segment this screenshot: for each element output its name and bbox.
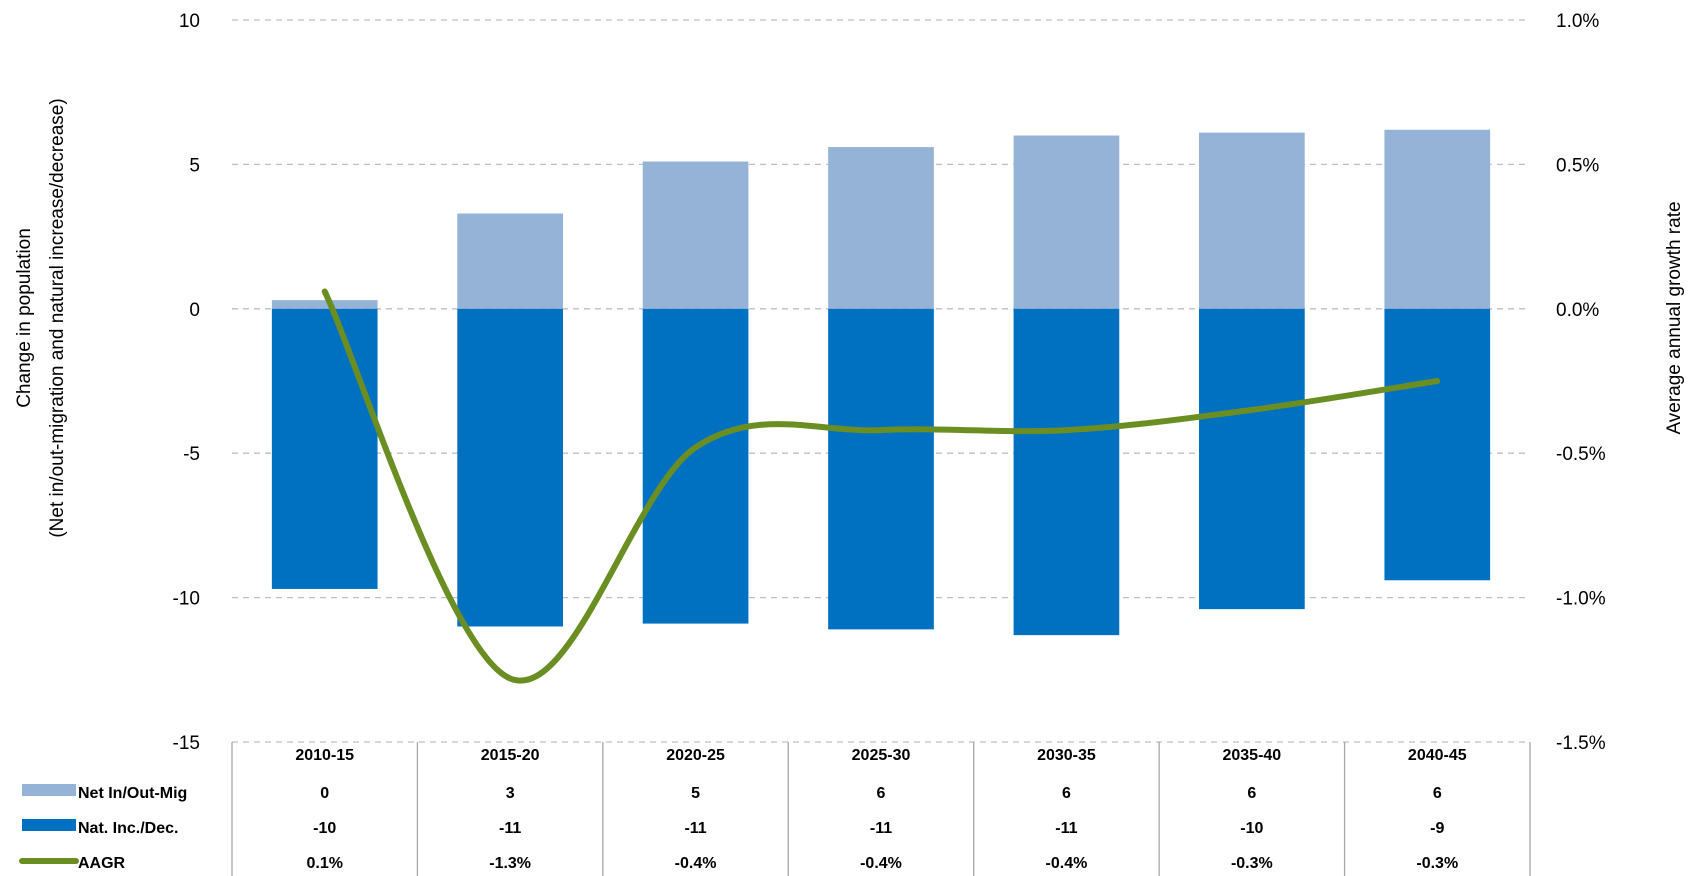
axis-titles: Change in population (Net in/out-migrati… — [14, 98, 1685, 537]
y2-tick-label: 1.0% — [1556, 11, 1599, 32]
y2-tick-label: -1.5% — [1556, 733, 1606, 754]
table-cell: -10 — [1240, 820, 1263, 837]
table-cell: 6 — [1247, 785, 1256, 802]
y2-tick-label: -1.0% — [1556, 589, 1606, 610]
bar-net-in-out-mig — [1199, 132, 1305, 309]
bar-net-in-out-mig — [457, 213, 563, 309]
table-cell: -11 — [499, 820, 521, 837]
legend-label: AAGR — [78, 855, 126, 872]
category-label: 2040-45 — [1408, 747, 1467, 764]
table-cell: -9 — [1430, 820, 1444, 837]
category-label: 2025-30 — [852, 747, 911, 764]
category-label: 2015-20 — [481, 747, 540, 764]
data-table: 2010-15 2015-20 2020-25 2025-30 2030-35 2035-… — [19, 742, 1531, 876]
aagr-line — [321, 288, 1441, 684]
y-tick-label: 0 — [189, 300, 200, 321]
bar-net-in-out-mig — [642, 161, 749, 309]
tick-labels: 10 5 0 -5 -10 -15 1.0% 0.5% 0.0% -0.5% -1.0% -1.5% — [173, 11, 1606, 754]
table-cell: -0.4% — [675, 855, 717, 872]
table-cell: 6 — [877, 785, 886, 802]
aagr-line-layer — [321, 288, 1441, 684]
bar-nat-inc-dec — [1013, 308, 1120, 636]
category-label: 2020-25 — [666, 747, 725, 764]
table-cell: -0.4% — [1046, 855, 1088, 872]
table-cell: 3 — [506, 785, 515, 802]
table-cell: 5 — [691, 785, 700, 802]
y-tick-label: -5 — [183, 444, 200, 465]
table-cell: -10 — [313, 820, 336, 837]
y2-axis-title: Average annual growth rate — [1664, 201, 1685, 434]
y-axis-title-line-1: Change in population — [14, 228, 35, 408]
bar-nat-inc-dec — [1384, 308, 1491, 581]
table-cell: 0 — [320, 785, 329, 802]
table-cell: -0.3% — [1416, 855, 1458, 872]
bar-net-in-out-mig — [271, 300, 378, 309]
legend-label: Net In/Out-Mig — [78, 785, 187, 802]
bar-net-in-out-mig — [1013, 135, 1120, 309]
table-cell: -11 — [1055, 820, 1077, 837]
category-label: 2010-15 — [295, 747, 354, 764]
category-label: 2035-40 — [1222, 747, 1281, 764]
y-tick-label: -10 — [173, 589, 200, 610]
bar-nat-inc-dec — [1199, 308, 1305, 610]
table-cell: -0.4% — [860, 855, 902, 872]
table-cell: 0.1% — [306, 855, 342, 872]
bar-net-in-out-mig — [1384, 129, 1491, 309]
bar-nat-inc-dec — [271, 308, 378, 589]
table-cell: -11 — [870, 820, 892, 837]
legend-key — [22, 784, 76, 796]
y-tick-label: 5 — [189, 155, 200, 176]
bar-net-in-out-mig — [828, 147, 934, 309]
bar-nat-inc-dec — [642, 308, 749, 624]
y2-tick-label: -0.5% — [1556, 444, 1606, 465]
legend-label: Nat. Inc./Dec. — [78, 820, 178, 837]
table-cell: -1.3% — [489, 855, 531, 872]
y2-tick-label: 0.0% — [1556, 300, 1599, 321]
table-cell: -11 — [684, 820, 706, 837]
bar-nat-inc-dec — [457, 308, 563, 627]
y-tick-label: -15 — [173, 733, 200, 754]
table-cell: 6 — [1433, 785, 1442, 802]
y-axis-title-line-2: (Net in/out-migration and natural increa… — [47, 98, 68, 537]
bars — [271, 129, 1491, 636]
y-tick-label: 10 — [179, 11, 200, 32]
y2-tick-label: 0.5% — [1556, 155, 1599, 176]
category-label: 2030-35 — [1037, 747, 1096, 764]
table-cell: -0.3% — [1231, 855, 1273, 872]
table-cell: 6 — [1062, 785, 1071, 802]
bar-nat-inc-dec — [828, 308, 934, 630]
legend-key — [22, 819, 76, 831]
